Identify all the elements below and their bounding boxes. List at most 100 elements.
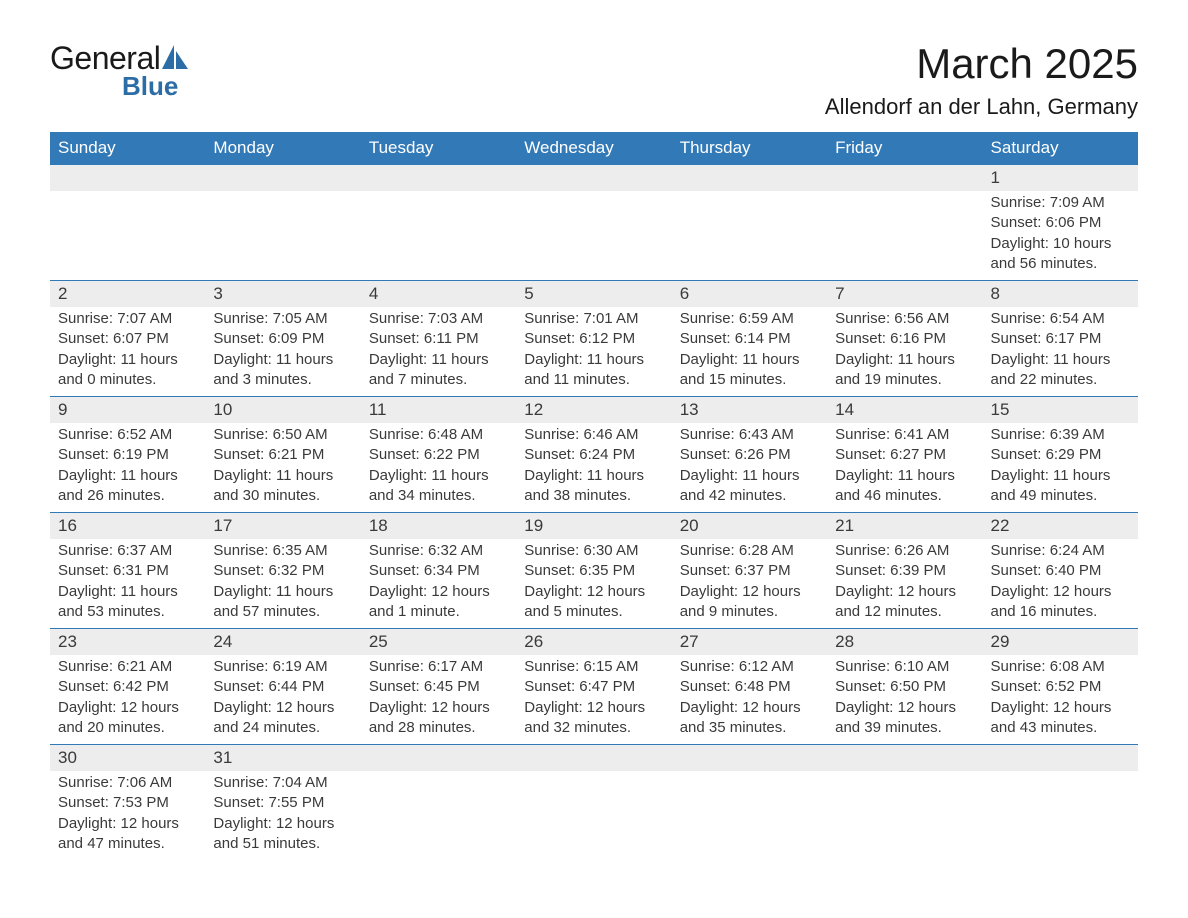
logo-text-blue: Blue xyxy=(122,71,190,102)
weekday-header: Monday xyxy=(205,132,360,165)
day-detail-cell xyxy=(983,771,1138,860)
day-detail-cell xyxy=(361,191,516,281)
day-number-cell: 3 xyxy=(205,281,360,308)
sunrise-line: Sunrise: 6:17 AM xyxy=(369,657,508,677)
sunrise-line: Sunrise: 6:59 AM xyxy=(680,309,819,329)
day-detail-cell xyxy=(516,191,671,281)
sunset-line: Sunset: 6:21 PM xyxy=(213,445,352,465)
day-number-row: 16171819202122 xyxy=(50,513,1138,540)
day-detail-cell: Sunrise: 6:37 AMSunset: 6:31 PMDaylight:… xyxy=(50,539,205,629)
daylight-line: Daylight: 12 hours and 43 minutes. xyxy=(991,698,1130,739)
sunset-line: Sunset: 6:37 PM xyxy=(680,561,819,581)
sunset-line: Sunset: 6:12 PM xyxy=(524,329,663,349)
day-detail-cell xyxy=(205,191,360,281)
sunrise-line: Sunrise: 6:21 AM xyxy=(58,657,197,677)
day-number-cell: 23 xyxy=(50,629,205,656)
daylight-line: Daylight: 11 hours and 7 minutes. xyxy=(369,350,508,391)
day-detail-cell: Sunrise: 7:06 AMSunset: 7:53 PMDaylight:… xyxy=(50,771,205,860)
sunrise-line: Sunrise: 6:26 AM xyxy=(835,541,974,561)
sunset-line: Sunset: 6:24 PM xyxy=(524,445,663,465)
sunset-line: Sunset: 6:48 PM xyxy=(680,677,819,697)
daylight-line: Daylight: 11 hours and 42 minutes. xyxy=(680,466,819,507)
day-number-row: 9101112131415 xyxy=(50,397,1138,424)
day-number-cell: 17 xyxy=(205,513,360,540)
day-number-cell xyxy=(672,165,827,192)
weekday-header: Sunday xyxy=(50,132,205,165)
day-detail-cell: Sunrise: 6:41 AMSunset: 6:27 PMDaylight:… xyxy=(827,423,982,513)
daylight-line: Daylight: 12 hours and 39 minutes. xyxy=(835,698,974,739)
day-number-cell xyxy=(516,745,671,772)
day-number-cell: 8 xyxy=(983,281,1138,308)
day-detail-row: Sunrise: 6:21 AMSunset: 6:42 PMDaylight:… xyxy=(50,655,1138,745)
sunrise-line: Sunrise: 6:37 AM xyxy=(58,541,197,561)
daylight-line: Daylight: 12 hours and 9 minutes. xyxy=(680,582,819,623)
day-number-cell: 9 xyxy=(50,397,205,424)
sunrise-line: Sunrise: 6:08 AM xyxy=(991,657,1130,677)
sunset-line: Sunset: 6:31 PM xyxy=(58,561,197,581)
weekday-header: Thursday xyxy=(672,132,827,165)
day-detail-cell: Sunrise: 6:48 AMSunset: 6:22 PMDaylight:… xyxy=(361,423,516,513)
sunrise-line: Sunrise: 6:12 AM xyxy=(680,657,819,677)
day-number-row: 3031 xyxy=(50,745,1138,772)
day-number-cell: 5 xyxy=(516,281,671,308)
sunset-line: Sunset: 6:40 PM xyxy=(991,561,1130,581)
sunset-line: Sunset: 6:35 PM xyxy=(524,561,663,581)
daylight-line: Daylight: 11 hours and 19 minutes. xyxy=(835,350,974,391)
day-detail-cell: Sunrise: 6:39 AMSunset: 6:29 PMDaylight:… xyxy=(983,423,1138,513)
sunrise-line: Sunrise: 6:35 AM xyxy=(213,541,352,561)
sunset-line: Sunset: 6:19 PM xyxy=(58,445,197,465)
sunset-line: Sunset: 6:11 PM xyxy=(369,329,508,349)
sunrise-line: Sunrise: 7:01 AM xyxy=(524,309,663,329)
day-detail-cell: Sunrise: 6:32 AMSunset: 6:34 PMDaylight:… xyxy=(361,539,516,629)
sunset-line: Sunset: 6:17 PM xyxy=(991,329,1130,349)
day-detail-cell: Sunrise: 6:46 AMSunset: 6:24 PMDaylight:… xyxy=(516,423,671,513)
sunrise-line: Sunrise: 7:05 AM xyxy=(213,309,352,329)
day-detail-cell: Sunrise: 7:01 AMSunset: 6:12 PMDaylight:… xyxy=(516,307,671,397)
day-number-cell: 27 xyxy=(672,629,827,656)
sunset-line: Sunset: 6:34 PM xyxy=(369,561,508,581)
day-detail-cell: Sunrise: 6:26 AMSunset: 6:39 PMDaylight:… xyxy=(827,539,982,629)
sunrise-line: Sunrise: 6:32 AM xyxy=(369,541,508,561)
day-detail-cell xyxy=(516,771,671,860)
day-detail-cell: Sunrise: 6:30 AMSunset: 6:35 PMDaylight:… xyxy=(516,539,671,629)
day-number-cell xyxy=(827,745,982,772)
day-detail-cell: Sunrise: 7:07 AMSunset: 6:07 PMDaylight:… xyxy=(50,307,205,397)
day-number-cell: 11 xyxy=(361,397,516,424)
day-detail-row: Sunrise: 7:09 AMSunset: 6:06 PMDaylight:… xyxy=(50,191,1138,281)
sunset-line: Sunset: 6:47 PM xyxy=(524,677,663,697)
sunset-line: Sunset: 6:06 PM xyxy=(991,213,1130,233)
day-detail-cell: Sunrise: 6:43 AMSunset: 6:26 PMDaylight:… xyxy=(672,423,827,513)
sunrise-line: Sunrise: 6:24 AM xyxy=(991,541,1130,561)
day-detail-cell xyxy=(361,771,516,860)
weekday-header: Saturday xyxy=(983,132,1138,165)
day-detail-cell xyxy=(672,191,827,281)
day-detail-cell: Sunrise: 7:03 AMSunset: 6:11 PMDaylight:… xyxy=(361,307,516,397)
day-number-row: 2345678 xyxy=(50,281,1138,308)
day-number-cell xyxy=(205,165,360,192)
day-number-cell: 25 xyxy=(361,629,516,656)
sunset-line: Sunset: 6:14 PM xyxy=(680,329,819,349)
sunrise-line: Sunrise: 6:28 AM xyxy=(680,541,819,561)
day-detail-cell: Sunrise: 6:15 AMSunset: 6:47 PMDaylight:… xyxy=(516,655,671,745)
sunrise-line: Sunrise: 6:54 AM xyxy=(991,309,1130,329)
daylight-line: Daylight: 12 hours and 32 minutes. xyxy=(524,698,663,739)
sunrise-line: Sunrise: 6:56 AM xyxy=(835,309,974,329)
day-number-cell: 7 xyxy=(827,281,982,308)
daylight-line: Daylight: 11 hours and 3 minutes. xyxy=(213,350,352,391)
day-detail-cell: Sunrise: 6:50 AMSunset: 6:21 PMDaylight:… xyxy=(205,423,360,513)
day-number-cell: 21 xyxy=(827,513,982,540)
day-number-cell: 19 xyxy=(516,513,671,540)
day-detail-row: Sunrise: 6:37 AMSunset: 6:31 PM Daylight:… xyxy=(50,539,1138,629)
daylight-line: Daylight: 11 hours and 34 minutes. xyxy=(369,466,508,507)
calendar-table: SundayMondayTuesdayWednesdayThursdayFrid… xyxy=(50,132,1138,860)
day-number-cell: 16 xyxy=(50,513,205,540)
day-detail-row: Sunrise: 7:07 AMSunset: 6:07 PMDaylight:… xyxy=(50,307,1138,397)
sunset-line: Sunset: 6:27 PM xyxy=(835,445,974,465)
daylight-line: Daylight: 12 hours and 35 minutes. xyxy=(680,698,819,739)
day-number-cell: 31 xyxy=(205,745,360,772)
sunrise-line: Sunrise: 6:15 AM xyxy=(524,657,663,677)
day-detail-cell: Sunrise: 7:09 AMSunset: 6:06 PMDaylight:… xyxy=(983,191,1138,281)
day-number-cell: 20 xyxy=(672,513,827,540)
day-detail-cell xyxy=(672,771,827,860)
logo: General Blue xyxy=(50,40,190,102)
